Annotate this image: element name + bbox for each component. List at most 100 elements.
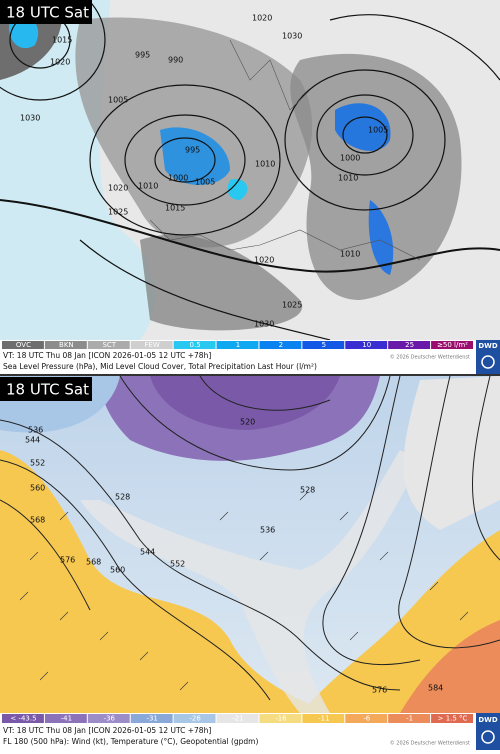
isobar-label: 1020 [252, 14, 272, 23]
isobar-label: 995 [135, 51, 150, 60]
isobar-label: 1010 [340, 250, 360, 259]
contour-label: 552 [170, 560, 185, 569]
legend-swatch [302, 341, 345, 349]
legend-swatch [2, 714, 44, 723]
legend-label: -16 [275, 715, 287, 723]
legend-swatch [44, 714, 87, 723]
legend-label: FEW [144, 341, 159, 349]
legend-label: -36 [104, 715, 116, 723]
isobar-label: 1005 [108, 96, 128, 105]
legend-label: -26 [189, 715, 201, 723]
isobar-label: 995 [185, 146, 200, 155]
legend-swatch [302, 714, 345, 723]
isobar-label: 1025 [282, 301, 302, 310]
legend-label: > 1.5 °C [438, 715, 468, 723]
legend-swatch [130, 714, 173, 723]
isobar-label: 1025 [108, 208, 128, 217]
valid-time: VT: 18 UTC Thu 08 Jan [ICON 2026-01-05 1… [3, 351, 211, 360]
contour-label: 552 [30, 459, 45, 468]
legend-swatch [388, 714, 431, 723]
legend-swatch [173, 714, 216, 723]
contour-label: 576 [60, 556, 75, 565]
legend-label: -1 [406, 715, 413, 723]
legend-swatch [345, 341, 388, 349]
contour-label: 536 [28, 426, 43, 435]
legend-swatch [44, 341, 87, 349]
legend-swatch [259, 341, 302, 349]
contour-label: 528 [300, 486, 315, 495]
contour-label: 560 [110, 566, 125, 575]
logo-swirl [481, 730, 495, 744]
divider [0, 374, 500, 376]
time-label-bg [0, 0, 92, 24]
legend-label: SCT [102, 341, 116, 349]
contour-label: 560 [30, 484, 45, 493]
description: Sea Level Pressure (hPa), Mid Level Clou… [3, 362, 317, 371]
legend-label: 25 [405, 341, 414, 349]
legend-label: -31 [146, 715, 157, 723]
isobar-label: 1020 [50, 58, 70, 67]
isobar-label: 1010 [338, 174, 358, 183]
contour-label: 520 [240, 418, 255, 427]
isobar-label: 1010 [138, 182, 158, 191]
isobar-label: 1015 [165, 204, 185, 213]
logo: DWD [478, 342, 498, 350]
info-bar [0, 724, 500, 750]
legend-swatch [173, 341, 216, 349]
copyright: © 2026 Deutscher Wetterdienst [390, 740, 470, 747]
isobar-label: 1030 [282, 32, 302, 41]
legend-label: -21 [232, 715, 243, 723]
isobar-label: 1010 [255, 160, 275, 169]
legend-swatch [345, 714, 388, 723]
legend-swatch [216, 341, 259, 349]
logo-swirl [481, 355, 495, 369]
isobar-label: 1030 [20, 114, 40, 123]
legend-swatch [2, 341, 44, 349]
contour-label: 576 [372, 686, 387, 695]
legend-label: 0.5 [190, 341, 201, 349]
legend-swatch [431, 341, 473, 349]
legend-label: 5 [322, 341, 326, 349]
legend-label: BKN [59, 341, 74, 349]
isobar-label: 1005 [195, 178, 215, 187]
logo: DWD [478, 716, 498, 724]
legend-swatch [216, 714, 259, 723]
legend-swatch [388, 341, 431, 349]
pressure-map: 1015 1020 1030 1005 995 990 1020 1030 10… [0, 0, 500, 341]
legend-label: -41 [61, 715, 72, 723]
wind-barbs [19, 491, 469, 691]
legend-label: 10 [362, 341, 371, 349]
time-label: 18 UTC Sat [6, 4, 89, 22]
legend-swatch [130, 341, 173, 349]
legend-label: 1 [236, 341, 240, 349]
time-label: 18 UTC Sat [6, 381, 89, 399]
contour-label: 544 [25, 436, 40, 445]
isobar-label: 1020 [108, 184, 128, 193]
info-bar [0, 350, 500, 374]
copyright: © 2026 Deutscher Wetterdienst [390, 354, 470, 361]
contour-label: 568 [30, 516, 45, 525]
legend-label: 2 [279, 341, 283, 349]
legend-label: < -43.5 [10, 715, 36, 723]
description: FL 180 (500 hPa): Wind (kt), Temperature… [3, 737, 258, 746]
legend-label: -6 [363, 715, 371, 723]
isobar-label: 1000 [340, 154, 360, 163]
valid-time: VT: 18 UTC Thu 08 Jan [ICON 2026-01-05 1… [3, 726, 211, 735]
legend-label: OVC [16, 341, 31, 349]
legend-swatch [87, 714, 130, 723]
legend-swatch [259, 714, 302, 723]
isobar-label: 1015 [52, 36, 72, 45]
contour-label: 568 [86, 558, 101, 567]
isobar-label: 990 [168, 56, 183, 65]
precip-legend: OVC BKN SCT FEW 0.5 1 2 5 10 25 ≥50 l/m² [0, 340, 476, 350]
temperature-legend: < -43.5 -41 -36 -31 -26 -21 -16 -11 -6 -1 > 1.5 °C [0, 713, 476, 724]
contour-label: 536 [260, 526, 275, 535]
time-label-bg [0, 377, 92, 401]
isobar-label: 1000 [168, 174, 188, 183]
contour-label: 528 [115, 493, 130, 502]
contour-label: 584 [428, 684, 443, 693]
contour-label: 544 [140, 548, 155, 557]
isobar-label: 1020 [254, 256, 274, 265]
isobar-label: 1030 [254, 320, 274, 329]
